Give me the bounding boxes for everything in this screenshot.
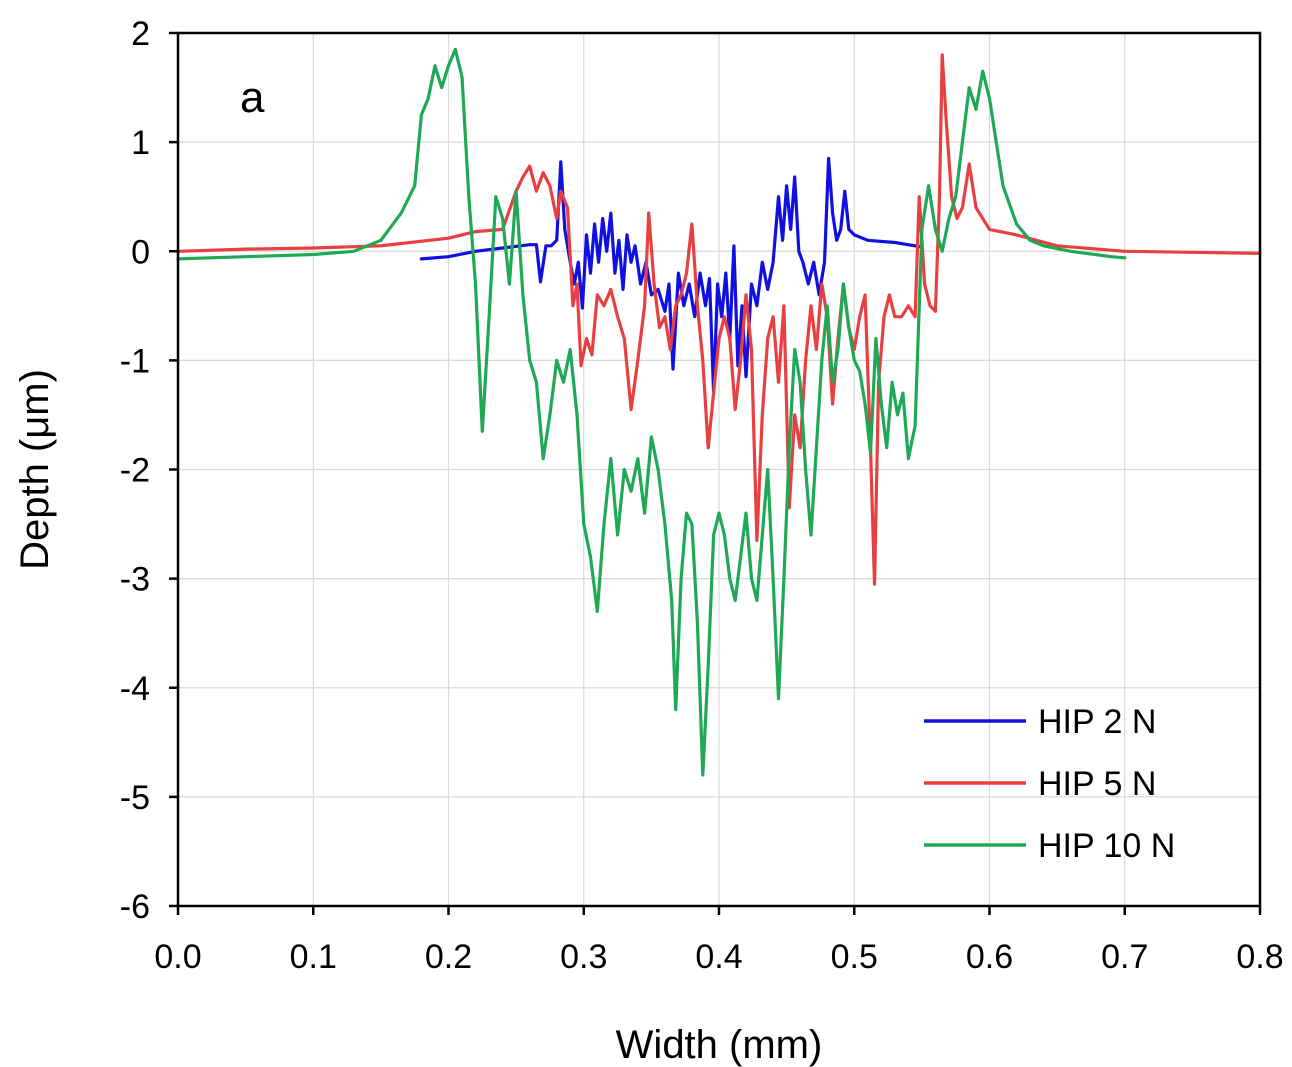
y-tick-label: -1	[120, 342, 150, 380]
x-tick-label: 0.8	[1236, 938, 1283, 976]
y-tick-label: -2	[120, 452, 150, 490]
panel-label: a	[240, 73, 265, 122]
legend: HIP 2 N HIP 5 N HIP 10 N	[924, 703, 1175, 865]
x-tick-label: 0.1	[290, 938, 337, 976]
y-tick-label: -4	[120, 670, 150, 708]
x-tick-label: 0.5	[831, 938, 878, 976]
series-line-hip-5-n	[176, 53, 1262, 586]
x-tick-label: 0.2	[425, 938, 472, 976]
legend-label: HIP 2 N	[1038, 703, 1156, 741]
x-tick-label: 0.3	[560, 938, 607, 976]
x-tick-label: 0.0	[154, 938, 201, 976]
y-tick-label: -5	[120, 779, 150, 817]
y-tick-label: 1	[131, 124, 150, 162]
y-axis-title: Depth (μm)	[13, 369, 57, 570]
legend-label: HIP 10 N	[1038, 827, 1175, 865]
y-tick-label: -6	[120, 888, 150, 926]
axis-ticks: 0.0 0.1 0.2 0.3 0.4 0.5 0.6 0.7 0.8 2 1 0 -1 -2 -3 -4 -5…	[120, 15, 1284, 976]
x-tick-label: 0.4	[695, 938, 742, 976]
legend-label: HIP 5 N	[1038, 765, 1156, 803]
x-tick-label: 0.6	[966, 938, 1013, 976]
series-line-hip-2-n	[419, 156, 924, 395]
x-tick-label: 0.7	[1101, 938, 1148, 976]
y-tick-label: 0	[131, 233, 150, 271]
series-line-hip-10-n	[176, 47, 1127, 777]
x-axis-title: Width (mm)	[616, 1023, 823, 1067]
y-tick-label: -3	[120, 561, 150, 599]
series-lines	[176, 47, 1262, 777]
y-tick-label: 2	[131, 15, 150, 53]
